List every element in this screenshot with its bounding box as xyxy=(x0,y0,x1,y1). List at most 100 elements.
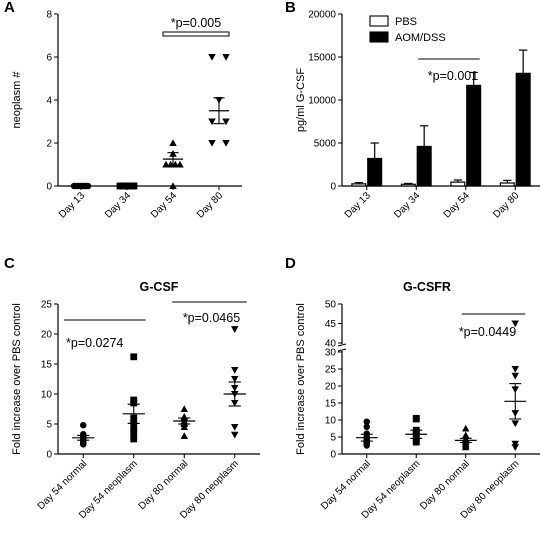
p-value-annotation: *p=0.0449 xyxy=(459,325,516,339)
x-tick-label: Day 34 xyxy=(103,190,133,220)
x-tick-label: Day 54 xyxy=(442,190,472,220)
marker-circle xyxy=(363,442,370,449)
y-tick-label: 50 xyxy=(325,300,337,311)
y-tick-label: 0 xyxy=(46,182,52,193)
marker-triangle-down xyxy=(222,118,230,126)
y-tick-label: 5000 xyxy=(314,139,337,150)
marker-triangle-down xyxy=(231,366,239,374)
marker-triangle-down xyxy=(511,444,519,451)
marker-triangle-down xyxy=(222,139,230,147)
marker-circle xyxy=(80,441,87,448)
x-tick-label: Day 80 normal xyxy=(418,458,472,512)
bar xyxy=(400,183,416,187)
bar xyxy=(499,182,515,187)
x-tick-label: Day 54 normal xyxy=(36,458,90,512)
marker-triangle-down xyxy=(231,431,239,439)
marker-triangle-up xyxy=(462,424,470,432)
bar xyxy=(450,181,466,187)
marker-triangle-down xyxy=(231,423,239,431)
marker-triangle-down xyxy=(511,365,519,373)
marker-triangle-down xyxy=(208,53,216,61)
y-tick-label: 2 xyxy=(46,139,52,150)
marker-triangle-up xyxy=(180,423,188,431)
marker-triangle-down xyxy=(511,372,519,380)
y-tick-label: 10 xyxy=(325,416,337,427)
y-tick-label: 15 xyxy=(325,399,337,410)
x-tick-label: Day 80 xyxy=(491,190,521,220)
y-tick-label: 25 xyxy=(41,300,53,311)
marker-triangle-down xyxy=(208,139,216,147)
y-axis-label: neoplasm # xyxy=(11,71,23,129)
x-tick-label: Day 54 normal xyxy=(319,458,373,512)
y-tick-label: 30 xyxy=(325,348,337,359)
marker-triangle-up xyxy=(180,405,188,413)
marker-square xyxy=(412,438,420,446)
marker-triangle-up xyxy=(180,432,188,440)
p-value-annotation: *p=0.001 xyxy=(428,69,478,83)
x-tick-label: Day 80 normal xyxy=(137,458,191,512)
x-tick-label: Day 13 xyxy=(343,190,373,220)
y-tick-label: 0 xyxy=(330,182,336,193)
marker-triangle-up xyxy=(176,160,184,168)
y-tick-label: 20 xyxy=(41,330,53,341)
bar xyxy=(416,145,432,187)
x-tick-label: Day 54 xyxy=(149,190,179,220)
legend-swatch xyxy=(369,31,389,43)
y-tick-label: 10 xyxy=(41,390,53,401)
bar xyxy=(466,84,482,187)
x-tick-label: Day 34 xyxy=(392,190,422,220)
marker-triangle-down xyxy=(511,320,519,328)
marker-triangle-up xyxy=(169,139,177,147)
bar xyxy=(515,72,531,187)
marker-square xyxy=(130,399,138,407)
x-tick-label: Day 80 xyxy=(195,190,225,220)
y-tick-label: 15000 xyxy=(308,53,336,64)
marker-triangle-down xyxy=(231,326,239,333)
axis-break-mark xyxy=(337,343,347,347)
chart-title: G-CSFR xyxy=(403,280,451,294)
legend-label: AOM/DSS xyxy=(395,32,446,44)
y-tick-label: 25 xyxy=(325,365,337,376)
y-tick-label: 0 xyxy=(330,450,336,461)
chart-title: G-CSF xyxy=(140,280,179,294)
marker-triangle-down xyxy=(222,53,230,61)
y-axis-label: Fold increase over PBS control xyxy=(11,303,23,455)
y-tick-label: 45 xyxy=(325,319,337,330)
panel-letter: B xyxy=(285,0,296,16)
legend-swatch xyxy=(369,15,389,27)
marker-square xyxy=(130,353,138,361)
y-tick-label: 8 xyxy=(46,10,52,21)
y-tick-label: 4 xyxy=(46,96,52,107)
marker-circle xyxy=(363,418,370,425)
y-tick-label: 6 xyxy=(46,53,52,64)
y-axis-label: Fold increase over PBS control xyxy=(295,303,307,455)
axis-break-mark xyxy=(337,348,347,352)
marker-triangle-down xyxy=(208,118,216,126)
panel-letter: C xyxy=(4,255,15,272)
marker-circle xyxy=(363,423,370,431)
y-tick-label: 15 xyxy=(41,360,53,371)
marker-triangle-up xyxy=(169,182,177,190)
y-tick-label: 0 xyxy=(46,450,52,461)
legend-label: PBS xyxy=(395,16,417,28)
marker-square xyxy=(130,420,138,428)
y-tick-label: 40 xyxy=(325,339,337,350)
y-tick-label: 5 xyxy=(46,420,52,431)
y-tick-label: 5 xyxy=(330,433,336,444)
p-value-annotation: *p=0.0465 xyxy=(183,311,240,325)
p-value-annotation: *p=0.005 xyxy=(171,16,221,30)
marker-circle xyxy=(80,421,87,429)
y-tick-label: 20 xyxy=(325,382,337,393)
marker-square xyxy=(130,429,138,437)
y-tick-label: 20000 xyxy=(308,10,336,21)
x-tick-label: Day 13 xyxy=(57,190,87,220)
y-tick-label: 10000 xyxy=(308,96,336,107)
marker-square xyxy=(130,435,138,443)
marker-triangle-up xyxy=(462,443,470,451)
marker-triangle-down xyxy=(511,420,519,428)
panel-letter: A xyxy=(4,0,15,16)
bar xyxy=(351,183,367,187)
marker-square xyxy=(412,415,420,423)
panel-letter: D xyxy=(285,255,296,272)
